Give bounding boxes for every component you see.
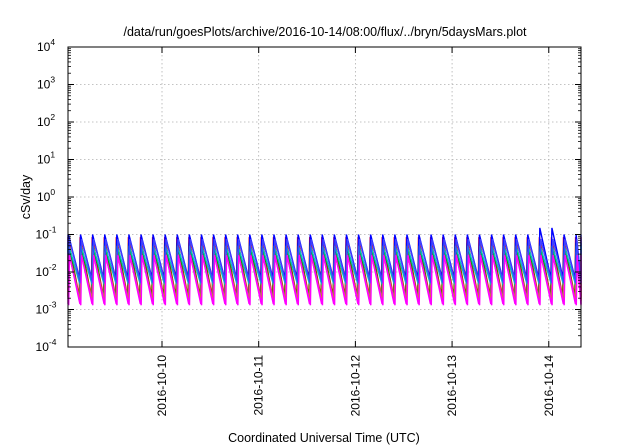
series-line-8 <box>67 255 582 306</box>
x-tick-label: 2016-10-10 <box>155 355 169 417</box>
y-tick-exponent: -3 <box>49 300 57 310</box>
x-axis-label: Coordinated Universal Time (UTC) <box>228 431 420 445</box>
y-tick-base: 10 <box>36 228 50 242</box>
x-tick-label: 2016-10-13 <box>445 355 459 417</box>
y-tick-label: 10-2 <box>36 262 57 279</box>
axis-ticks <box>68 46 581 348</box>
grid-lines <box>68 47 581 347</box>
y-tick-exponent: 4 <box>50 37 55 47</box>
y-tick-base: 10 <box>37 190 51 204</box>
series-line-7 <box>67 239 582 284</box>
series-group <box>67 227 582 306</box>
x-tick-label: 2016-10-11 <box>252 355 266 416</box>
y-tick-exponent: -1 <box>49 225 57 235</box>
y-axis-label: cSv/day <box>19 174 33 219</box>
y-tick-label: 102 <box>37 112 55 129</box>
y-tick-label: 101 <box>37 150 55 167</box>
y-tick-label: 10-4 <box>36 337 57 354</box>
x-tick-label: 2016-10-14 <box>542 355 556 417</box>
y-tick-label: 100 <box>37 187 55 204</box>
chart-title: /data/run/goesPlots/archive/2016-10-14/0… <box>123 25 527 39</box>
y-tick-base: 10 <box>36 340 50 354</box>
x-tick-label: 2016-10-12 <box>348 355 362 417</box>
y-tick-label: 104 <box>37 37 55 54</box>
y-tick-base: 10 <box>37 78 51 92</box>
y-tick-exponent: -4 <box>49 337 57 347</box>
y-tick-label: 10-1 <box>36 225 57 242</box>
y-tick-exponent: 1 <box>50 150 55 160</box>
y-tick-exponent: 2 <box>50 112 55 122</box>
y-tick-base: 10 <box>37 115 51 129</box>
y-tick-base: 10 <box>37 153 51 167</box>
y-tick-base: 10 <box>37 40 51 54</box>
x-tick-labels: 2016-10-10 2016-10-11 2016-10-12 2016-10-13… <box>155 355 556 417</box>
y-tick-exponent: -2 <box>49 262 57 272</box>
y-tick-exponent: 0 <box>50 187 55 197</box>
y-tick-base: 10 <box>36 265 50 279</box>
y-tick-label: 10-3 <box>36 300 57 317</box>
y-tick-base: 10 <box>36 303 50 317</box>
series-line-5 <box>67 245 582 286</box>
y-tick-exponent: 3 <box>50 75 55 85</box>
y-tick-label: 103 <box>37 75 55 92</box>
